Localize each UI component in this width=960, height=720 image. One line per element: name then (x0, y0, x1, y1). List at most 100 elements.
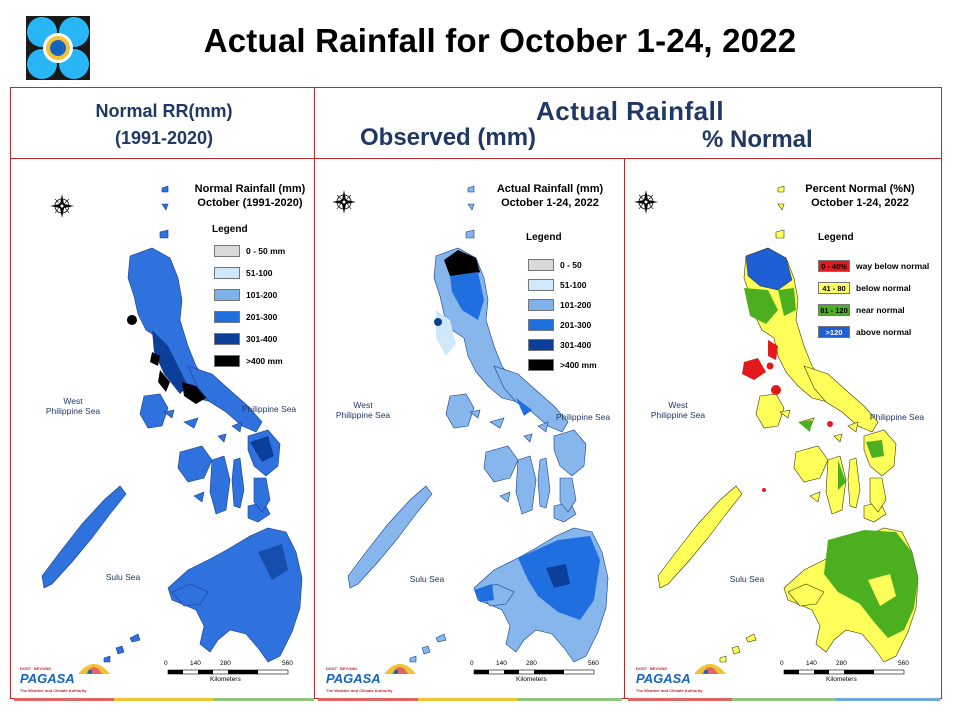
scale-label: 0 (780, 660, 784, 667)
legend-swatch (528, 359, 554, 371)
legend-item: 301-400 (214, 332, 277, 346)
legend-swatch (214, 311, 240, 323)
footer-stripe (418, 698, 518, 701)
legend-item: 0 - 50 mm (214, 244, 285, 258)
legend-label: above normal (856, 327, 912, 337)
panel-1-title: Normal Rainfall (mm) October (1991-2020) (180, 182, 320, 210)
west-sea-line2: Philippine Sea (335, 410, 391, 420)
beyond-text: BEYOND (650, 666, 668, 671)
header-percent-normal: % Normal (702, 126, 813, 153)
legend-label: near normal (856, 305, 905, 315)
compass-icon (331, 189, 357, 215)
page-title: Actual Rainfall for October 1-24, 2022 (203, 22, 797, 59)
legend-swatch (214, 289, 240, 301)
header-observed: Observed (mm) (360, 124, 537, 151)
west-philippine-sea-label: West Philippine Sea (38, 396, 108, 416)
legend-item: >120 above normal (818, 325, 911, 339)
legend-label: 301-400 (246, 334, 278, 344)
legend-label: 101-200 (560, 300, 592, 310)
legend-label: below normal (856, 283, 911, 293)
header-normal: Normal RR(mm) (1991-2020) (14, 98, 314, 152)
panel-actual-rainfall: Actual Rainfall (mm) October 1-24, 2022 … (318, 160, 626, 698)
footer-stripe (114, 698, 214, 701)
beyond-text: BEYOND (340, 666, 358, 671)
legend-item: 101-200 (528, 298, 591, 312)
column-divider-1 (314, 87, 315, 699)
legend-item: >400 mm (528, 358, 597, 372)
scale-label: 140 (190, 660, 201, 667)
west-sea-line2: Philippine Sea (650, 410, 706, 420)
legend-swatch (528, 299, 554, 311)
scale-unit: Kilometers (516, 676, 547, 683)
header-actual: Actual Rainfall (535, 96, 725, 126)
legend-item: 41 - 80 below normal (818, 281, 911, 295)
scale-label: 280 (220, 660, 231, 667)
footer-stripe (732, 698, 836, 701)
scale-label: 560 (898, 660, 909, 667)
legend-item: 51-100 (214, 266, 272, 280)
scale-bar (473, 669, 595, 675)
legend-swatch (528, 279, 554, 291)
legend-label: 51-100 (560, 280, 587, 290)
legend-swatch: 41 - 80 (818, 282, 850, 294)
west-philippine-sea-label: West Philippine Sea (328, 400, 398, 420)
map-percent-normal (633, 185, 919, 675)
dost-logo-icon (26, 16, 90, 80)
compass-icon (633, 189, 659, 215)
legend-item: 51-100 (528, 278, 586, 292)
panel-1-legend-title: Legend (212, 224, 248, 235)
scale-label: 560 (282, 660, 293, 667)
footer-stripe (836, 698, 940, 701)
dost-text: DOST (326, 666, 338, 671)
footer-stripe (318, 698, 418, 701)
legend-item: 81 - 120 near normal (818, 303, 905, 317)
legend-swatch (528, 319, 554, 331)
scale-label: 0 (164, 660, 168, 667)
legend-item: 101-200 (214, 288, 277, 302)
legend-item: >400 mm (214, 354, 283, 368)
legend-label: 101-200 (246, 290, 278, 300)
sulu-sea-label: Sulu Sea (729, 574, 765, 584)
west-sea-line2: Philippine Sea (45, 406, 101, 416)
legend-label: 201-300 (560, 320, 592, 330)
philippine-sea-label: Philippine Sea (241, 404, 297, 414)
panel-3-title-line1: Percent Normal (%N) (805, 183, 915, 195)
legend-swatch (214, 245, 240, 257)
pagasa-tagline: The Weather and Climate Authority (326, 688, 393, 693)
scale-bar (167, 669, 289, 675)
panel-percent-normal: Percent Normal (%N) October 1-24, 2022 L… (628, 160, 936, 698)
panel-2-title-line1: Actual Rainfall (mm) (496, 183, 604, 195)
legend-swatch: >120 (818, 326, 850, 338)
panel-3-title: Percent Normal (%N) October 1-24, 2022 (790, 182, 930, 210)
philippine-sea-label: Philippine Sea (869, 412, 925, 422)
legend-item: 201-300 (528, 318, 591, 332)
panel-2-title-line2: October 1-24, 2022 (501, 197, 599, 209)
legend-label: 51-100 (246, 268, 273, 278)
panel-normal-rainfall: Normal Rainfall (mm) October (1991-2020)… (12, 160, 320, 698)
panel-2-legend-title: Legend (526, 232, 562, 243)
legend-swatch: 0 - 40% (818, 260, 850, 272)
footer-stripe (518, 698, 622, 701)
pagasa-logo: PAGASA (636, 671, 691, 686)
west-sea-line1: West (63, 396, 83, 406)
beyond-text: BEYOND (34, 666, 52, 671)
panel-1-title-line2: October (1991-2020) (197, 197, 303, 209)
panel-3-title-line2: October 1-24, 2022 (811, 197, 909, 209)
legend-label: 201-300 (246, 312, 278, 322)
dost-text: DOST (20, 666, 32, 671)
pagasa-logo: PAGASA (326, 671, 381, 686)
scale-label: 140 (806, 660, 817, 667)
scale-bar (783, 669, 905, 675)
legend-item: 201-300 (214, 310, 277, 324)
panel-1-title-line1: Normal Rainfall (mm) (194, 183, 306, 195)
legend-label: >400 mm (246, 356, 283, 366)
map-normal-rainfall (41, 185, 303, 675)
philippine-sea-label: Philippine Sea (555, 412, 611, 422)
footer-stripe (628, 698, 732, 701)
scale-unit: Kilometers (826, 676, 857, 683)
scale-label: 140 (496, 660, 507, 667)
panel-3-legend-title: Legend (818, 232, 854, 243)
pagasa-logo: PAGASA (20, 671, 75, 686)
header-normal-line2: (1991-2020) (114, 128, 214, 148)
legend-label: 0 - 50 (560, 260, 582, 270)
